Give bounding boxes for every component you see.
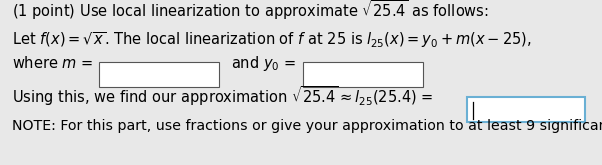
Text: Let $f(x) = \sqrt{x}$. The local linearization of $f$ at 25 is $l_{25}(x) = y_0 : Let $f(x) = \sqrt{x}$. The local lineari… [12, 30, 532, 50]
Text: Using this, we find our approximation $\sqrt{25.4} \approx l_{25}(25.4)$ =: Using this, we find our approximation $\… [12, 84, 433, 108]
FancyBboxPatch shape [303, 62, 423, 87]
Text: and $y_0$ =: and $y_0$ = [231, 54, 296, 73]
Text: NOTE: For this part, use fractions or give your approximation to at least 9 sign: NOTE: For this part, use fractions or gi… [12, 119, 602, 133]
FancyBboxPatch shape [467, 97, 585, 122]
Text: where $m$ =: where $m$ = [12, 55, 93, 71]
FancyBboxPatch shape [99, 62, 219, 87]
Text: (1 point) Use local linearization to approximate $\sqrt{25.4}$ as follows:: (1 point) Use local linearization to app… [12, 0, 489, 22]
